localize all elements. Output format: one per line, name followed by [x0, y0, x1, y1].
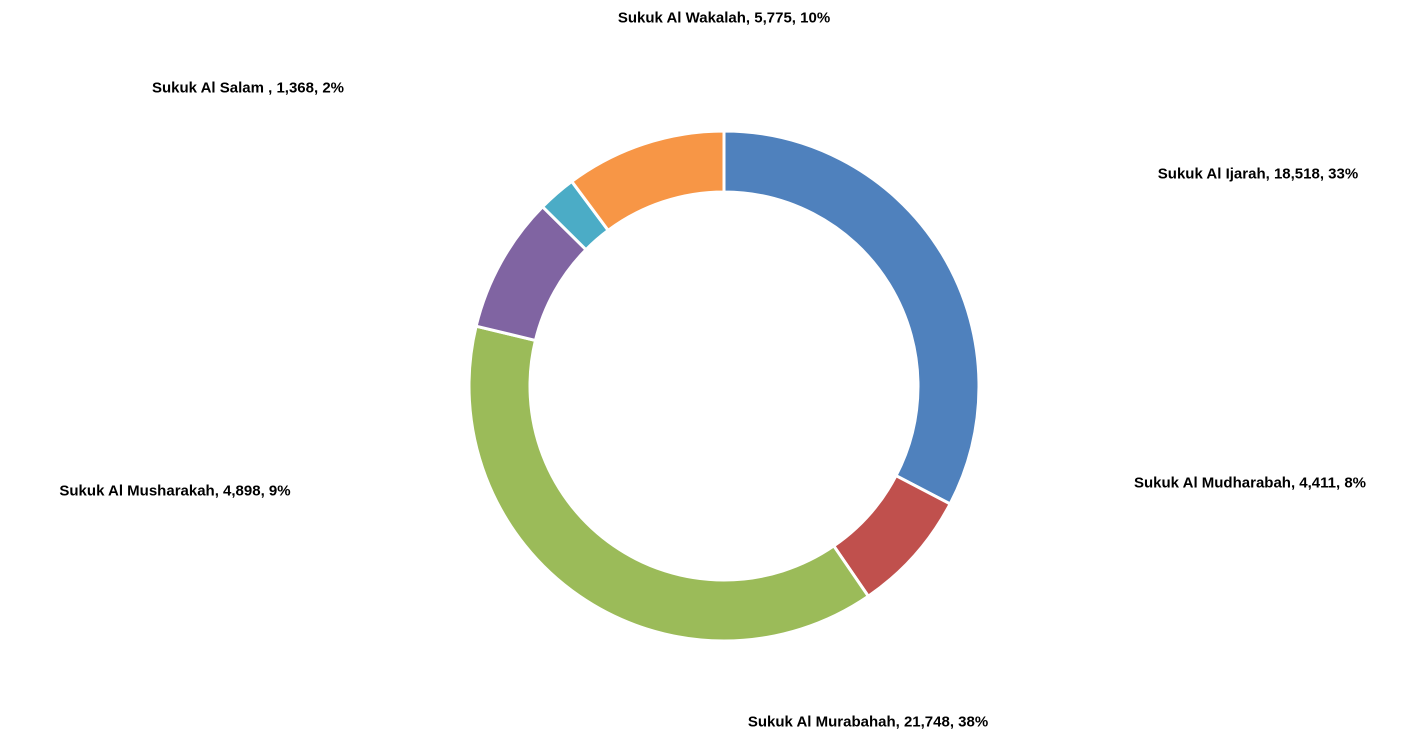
- donut-slice: [467, 324, 871, 643]
- data-label: Sukuk Al Ijarah, 18,518, 33%: [1157, 165, 1359, 183]
- donut-slice: [569, 129, 726, 233]
- data-label: Sukuk Al Musharakah, 4,898, 9%: [59, 482, 291, 500]
- donut-slice: [722, 129, 981, 506]
- data-label: Sukuk Al Murabahah, 21,748, 38%: [747, 713, 989, 731]
- data-label: Sukuk Al Mudharabah, 4,411, 8%: [1133, 474, 1367, 492]
- data-label: Sukuk Al Salam , 1,368, 2%: [151, 79, 345, 97]
- data-label: Sukuk Al Wakalah, 5,775, 10%: [617, 9, 831, 27]
